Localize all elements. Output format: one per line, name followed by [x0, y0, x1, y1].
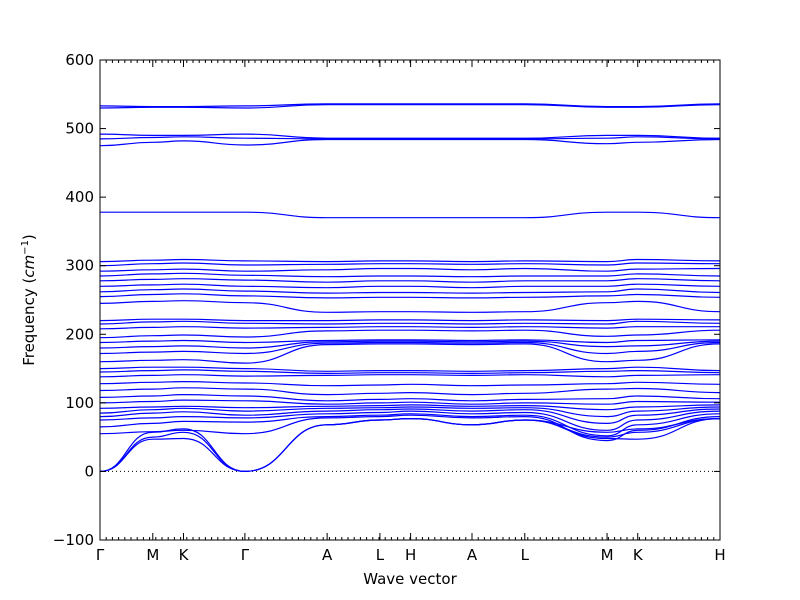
phonon-band-line	[99, 138, 721, 147]
y-tick-label: 0	[84, 462, 94, 480]
phonon-band-line	[99, 414, 721, 442]
phonon-band-line	[99, 262, 721, 267]
phonon-band-line	[99, 369, 721, 375]
y-tick-label: −100	[53, 531, 94, 549]
phonon-band-line	[99, 278, 721, 283]
phonon-band-line	[99, 133, 721, 139]
phonon-band-line	[99, 329, 721, 339]
x-tick-label: A	[322, 546, 333, 564]
phonon-band-line	[99, 406, 721, 418]
y-axis-label: Frequency (cm−1)	[20, 234, 38, 366]
phonon-band-line	[99, 258, 721, 263]
phonon-band-line	[99, 326, 720, 330]
x-tick-label: A	[467, 546, 478, 564]
phonon-band-line	[99, 320, 721, 325]
x-tick-label: Γ	[241, 546, 250, 564]
phonon-band-line	[99, 293, 721, 299]
phonon-band-line	[99, 408, 721, 425]
phonon-band-line	[99, 300, 721, 313]
x-tick-label: L	[376, 546, 385, 564]
phonon-band-line	[99, 339, 721, 344]
y-tick-label: 600	[65, 51, 94, 69]
phonon-band-line	[99, 417, 721, 473]
phonon-band-line	[99, 374, 721, 378]
y-tick-label: 400	[65, 188, 94, 206]
x-tick-label: K	[633, 546, 644, 564]
x-tick-label: Γ	[96, 546, 105, 564]
x-tick-label: M	[146, 546, 159, 564]
y-tick-label: 300	[65, 257, 94, 275]
phonon-band-line	[99, 341, 721, 355]
phonon-band-line	[100, 211, 721, 219]
phonon-band-line	[99, 366, 721, 372]
phonon-band-line	[99, 103, 721, 108]
plot-frame	[99, 59, 721, 541]
phonon-band-line	[99, 343, 721, 364]
phonon-band-line	[99, 318, 721, 322]
plot-area	[99, 103, 721, 473]
phonon-band-line	[99, 103, 721, 109]
y-tick-label: 100	[65, 394, 94, 412]
phonon-band-line	[99, 393, 721, 402]
phonon-band-line	[99, 399, 721, 405]
phonon-band-line	[99, 340, 721, 349]
phonon-band-line	[99, 410, 721, 431]
x-tick-label: L	[521, 546, 530, 564]
phonon-band-line	[99, 417, 721, 473]
phonon-band-line	[99, 404, 721, 411]
y-axis-ticks: −100 0 100 200 300 400 500 600	[53, 51, 720, 549]
phonon-band-line	[99, 387, 721, 396]
y-tick-label: 500	[65, 120, 94, 138]
x-axis-label: Wave vector	[363, 570, 457, 588]
phonon-band-line	[99, 417, 721, 473]
x-tick-label: M	[601, 546, 614, 564]
x-tick-label: H	[714, 546, 725, 564]
phonon-band-line	[99, 272, 721, 278]
y-tick-label: 200	[65, 325, 94, 343]
phonon-band-line	[99, 288, 721, 294]
phonon-band-line	[99, 136, 721, 140]
x-tick-label: H	[405, 546, 416, 564]
phonon-band-line	[99, 413, 721, 437]
phonon-band-line	[99, 283, 721, 289]
phonon-band-line	[99, 267, 721, 272]
x-tick-label: K	[179, 546, 190, 564]
phonon-band-line	[99, 380, 721, 387]
